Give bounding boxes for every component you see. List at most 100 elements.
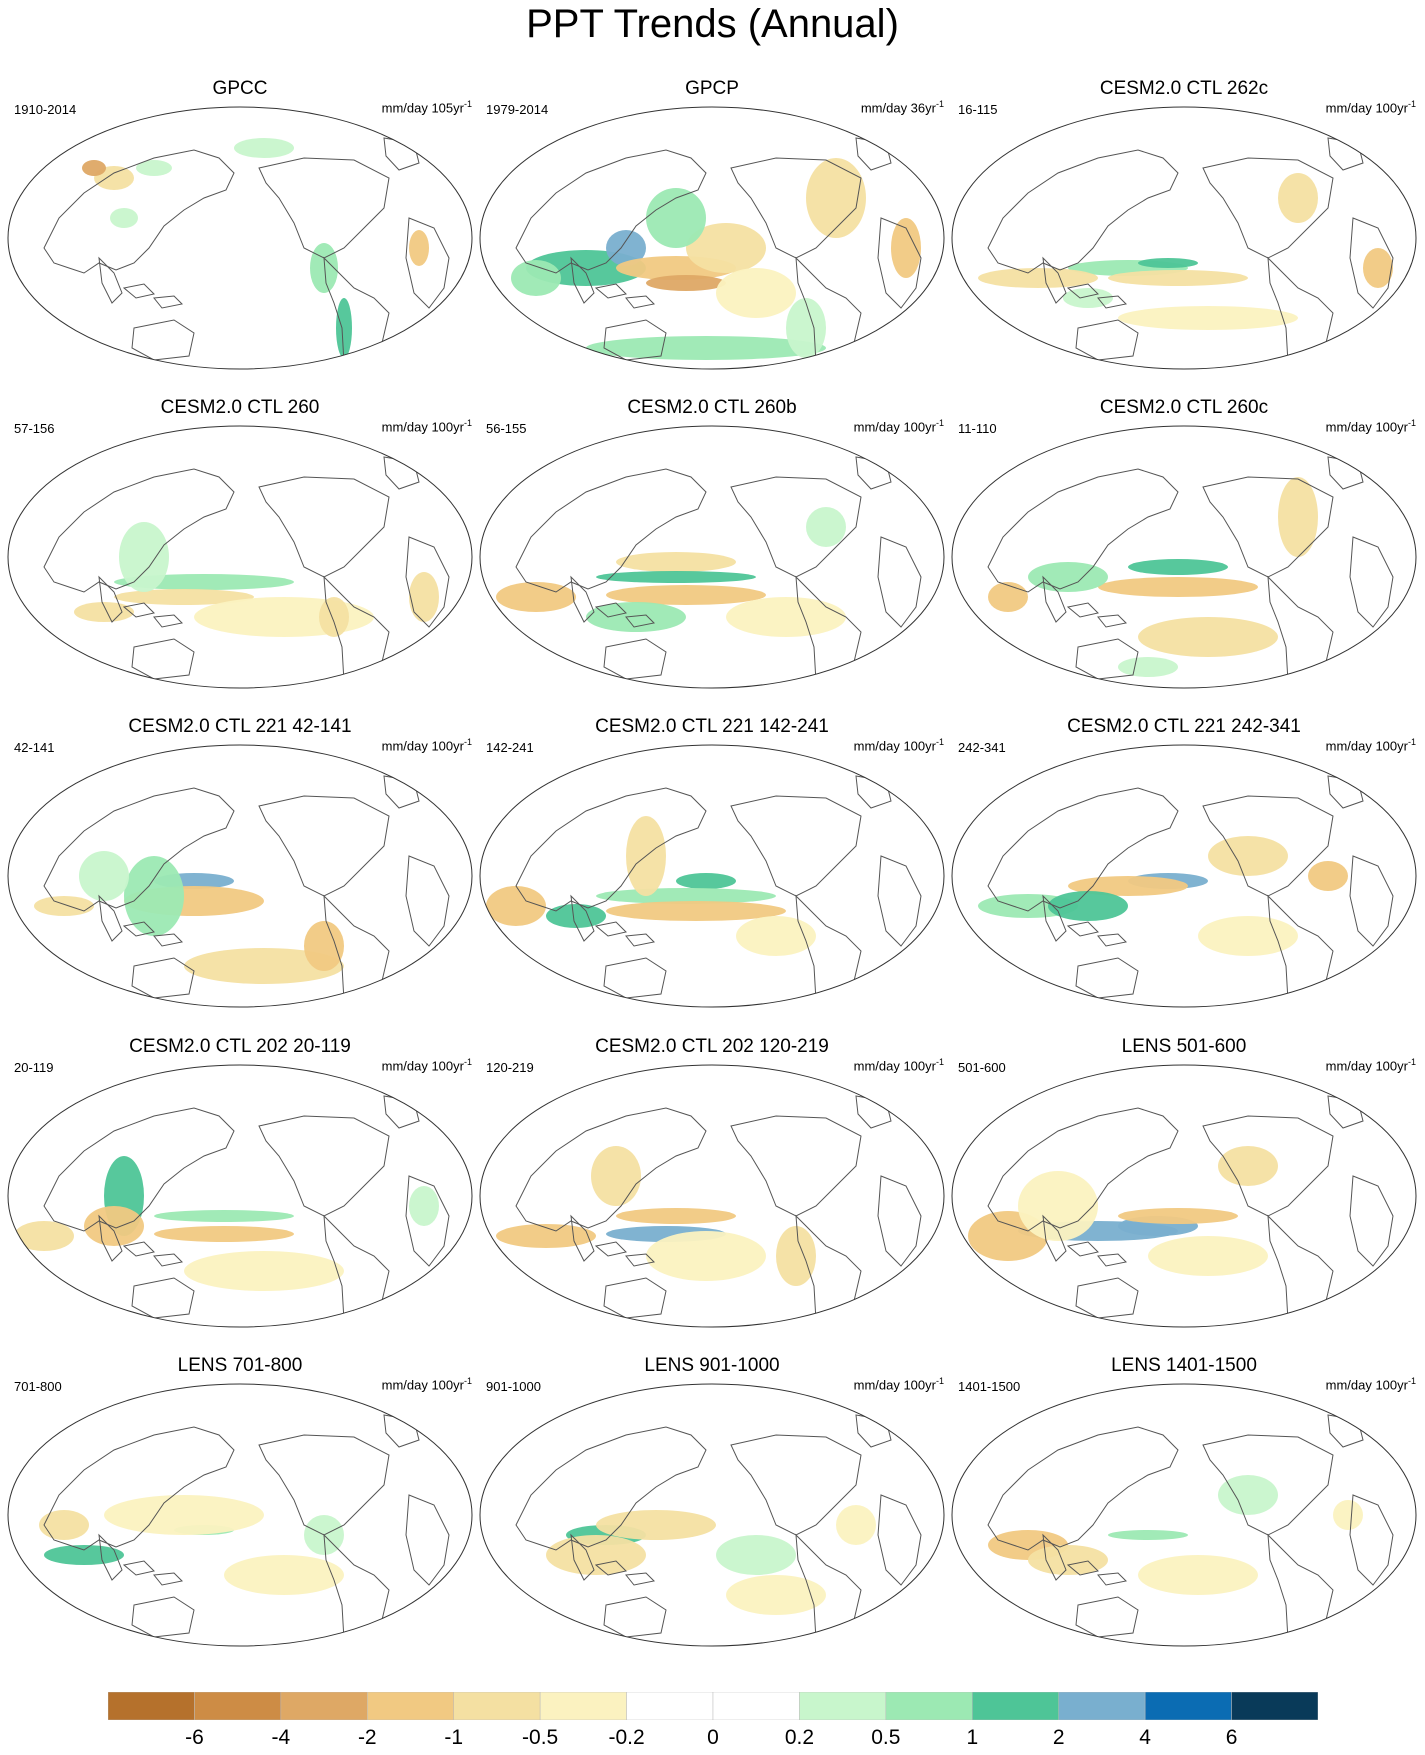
coastline <box>258 1115 390 1217</box>
panel-units-exponent: -1 <box>463 1057 472 1067</box>
panel-units: mm/day 100yr-1 <box>1326 1376 1416 1392</box>
coastline <box>122 1241 155 1257</box>
coastline <box>730 1115 862 1217</box>
panel-units-exponent: -1 <box>935 1376 944 1386</box>
panel-period: 57-156 <box>14 421 55 436</box>
panel-units-text: mm/day 100yr <box>1325 100 1408 116</box>
trend-contour <box>79 851 129 901</box>
coastline <box>1097 614 1128 628</box>
panel-units-exponent: -1 <box>463 1376 472 1386</box>
colorbar-tick-label: 0.2 <box>784 1726 815 1749</box>
trend-contour <box>119 522 169 592</box>
coastline <box>625 933 656 947</box>
colorbar-swatch <box>626 1691 714 1721</box>
coastline <box>1202 476 1334 578</box>
trend-contour <box>336 298 352 358</box>
coastline <box>1202 157 1334 259</box>
coastline <box>153 1253 184 1267</box>
trend-contour <box>591 1146 641 1206</box>
trend-contour <box>124 856 184 936</box>
coastline <box>877 536 922 628</box>
colorbar-tick-label: -0.5 <box>522 1726 559 1749</box>
world-map <box>951 106 1417 370</box>
trend-contour <box>606 585 766 605</box>
trend-contour <box>1128 559 1228 575</box>
trend-contour <box>1278 173 1318 223</box>
trend-contour <box>988 582 1028 612</box>
map-border <box>951 106 1417 370</box>
coastline <box>1042 256 1067 304</box>
coastline <box>877 1175 922 1267</box>
colorbar-swatch <box>453 1691 541 1721</box>
coastline <box>603 957 667 999</box>
trend-contour <box>786 298 826 358</box>
trend-contour <box>310 243 338 293</box>
map-border <box>479 744 945 1008</box>
coastline <box>1042 894 1067 942</box>
trend-contour <box>136 160 172 176</box>
trend-contour <box>596 1510 716 1540</box>
map-border <box>479 1383 945 1647</box>
trend-contour <box>409 572 439 622</box>
trend-contour <box>586 602 686 632</box>
coastline <box>1349 217 1394 309</box>
colorbar-tick-label: 2 <box>1052 1726 1065 1749</box>
coastline <box>730 1434 862 1536</box>
map-panel: CESM2.0 CTL 260b 56-155 mm/day 100yr-1 <box>476 397 948 697</box>
coastline <box>1066 1560 1099 1576</box>
colorbar-swatches <box>107 1691 1319 1721</box>
coastline <box>153 614 184 628</box>
panel-period: 142-241 <box>486 740 534 755</box>
trend-contour <box>646 275 726 291</box>
coastline <box>603 1596 667 1638</box>
coastline <box>131 1596 195 1638</box>
coastline <box>98 1533 123 1581</box>
coastline <box>594 1241 627 1257</box>
panel-title: GPCP <box>685 78 739 99</box>
colorbar-swatch <box>1144 1691 1232 1721</box>
colorbar-labels: -6 -4 -2 -1 -0.5 -0.2 0 0.2 0.5 1 2 4 6 <box>0 1726 1425 1754</box>
coastline <box>1075 1596 1139 1638</box>
panel-units-text: mm/day 100yr <box>853 419 936 435</box>
colorbar-tick-label: 6 <box>1225 1726 1238 1749</box>
coastline <box>1066 602 1099 618</box>
map-border <box>7 425 473 689</box>
trend-contour <box>511 260 561 296</box>
coastline <box>877 217 922 309</box>
coastline <box>258 157 390 259</box>
trend-contour <box>14 1221 74 1251</box>
world-map <box>479 425 945 689</box>
map-panel: CESM2.0 CTL 221 242-341 242-341 mm/day 100… <box>948 716 1420 1016</box>
coastline <box>730 476 862 578</box>
panel-period: 16-115 <box>958 102 998 117</box>
panel-units-exponent: -1 <box>463 99 472 109</box>
map-panel: CESM2.0 CTL 202 20-119 20-119 mm/day 100yr… <box>4 1036 476 1336</box>
trend-contour <box>1308 861 1348 891</box>
panel-units: mm/day 100yr-1 <box>854 1057 944 1073</box>
trend-contour <box>978 268 1098 288</box>
trend-contour <box>1138 617 1278 657</box>
panel-units-text: mm/day 100yr <box>1325 419 1408 435</box>
coastline <box>603 1277 667 1319</box>
world-map <box>479 1064 945 1328</box>
coastline <box>730 157 862 259</box>
coastline <box>625 614 656 628</box>
trend-contour <box>1118 306 1298 330</box>
trend-contour <box>184 948 344 984</box>
colorbar-swatch <box>107 1691 195 1721</box>
map-panel: CESM2.0 CTL 202 120-219 120-219 mm/day 100… <box>476 1036 948 1336</box>
trend-contour <box>716 268 796 318</box>
world-map <box>951 1383 1417 1647</box>
trend-contour <box>1218 1475 1278 1515</box>
trend-contour <box>1333 1500 1363 1530</box>
coastline <box>43 787 235 912</box>
coastline <box>405 536 450 628</box>
panel-title: CESM2.0 CTL 260b <box>627 397 797 418</box>
trend-contour <box>1108 270 1248 286</box>
panel-title: LENS 901-1000 <box>644 1355 780 1376</box>
panel-units: mm/day 100yr-1 <box>1326 99 1416 115</box>
trend-contour <box>1068 876 1188 896</box>
panel-units-text: mm/day 100yr <box>853 1377 936 1393</box>
colorbar-swatch <box>1058 1691 1146 1721</box>
coastline <box>1042 1533 1067 1581</box>
